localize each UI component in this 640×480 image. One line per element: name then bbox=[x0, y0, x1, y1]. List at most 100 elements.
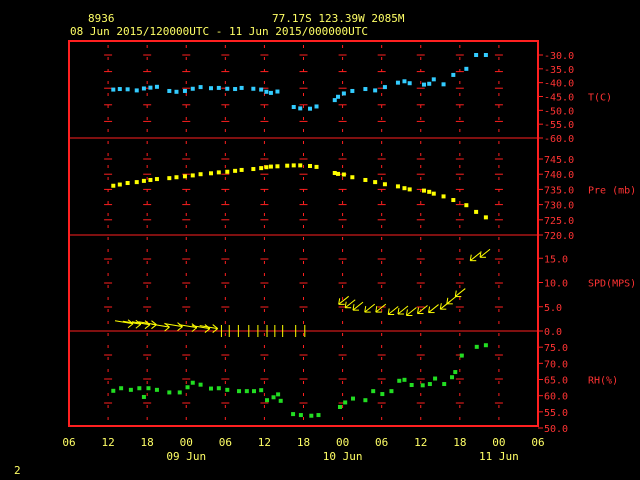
page-number: 2 bbox=[14, 464, 21, 477]
wind-barb bbox=[364, 306, 367, 313]
axis-tick-label: -35.0 bbox=[544, 65, 574, 76]
x-date-label: 11 Jun bbox=[479, 450, 519, 463]
data-point bbox=[148, 177, 153, 182]
axis-tick-label: 720.0 bbox=[544, 231, 574, 242]
data-point bbox=[309, 413, 314, 418]
panel-label: SPD(MPS) bbox=[588, 279, 636, 290]
wind-barb bbox=[114, 320, 134, 325]
data-point bbox=[154, 84, 159, 89]
x-tick-label: 06 bbox=[531, 436, 544, 449]
data-point bbox=[182, 88, 187, 93]
axis-tick-label: -30.0 bbox=[544, 51, 574, 62]
data-point bbox=[154, 387, 159, 392]
axis-tick-label: 55.0 bbox=[544, 408, 568, 419]
wind-barb bbox=[212, 328, 219, 333]
data-point bbox=[237, 389, 242, 394]
data-point bbox=[409, 382, 414, 387]
data-point bbox=[474, 209, 479, 214]
axis-tick-label: 65.0 bbox=[544, 376, 568, 387]
x-tick-label: 18 bbox=[453, 436, 466, 449]
data-point bbox=[275, 164, 280, 169]
data-point bbox=[264, 165, 269, 170]
data-point bbox=[350, 88, 355, 93]
data-point bbox=[336, 94, 341, 99]
wind-barb bbox=[446, 297, 449, 304]
data-point bbox=[332, 98, 337, 103]
data-point bbox=[464, 203, 469, 208]
data-point bbox=[276, 392, 281, 397]
axis-tick-label: 735.0 bbox=[544, 185, 574, 196]
data-point bbox=[141, 394, 146, 399]
data-point bbox=[190, 380, 195, 385]
data-point bbox=[251, 86, 256, 91]
x-tick-label: 12 bbox=[414, 436, 427, 449]
data-point bbox=[278, 398, 283, 403]
x-tick-label: 18 bbox=[297, 436, 310, 449]
data-point bbox=[239, 85, 244, 90]
x-axis-dates: 09 Jun 10 Jun 11 Jun bbox=[166, 450, 518, 463]
station-location: 77.17S 123.39W 2085M bbox=[272, 12, 405, 25]
axis-tick-label: 5.0 bbox=[544, 303, 562, 314]
data-point bbox=[308, 106, 313, 111]
wind-barb bbox=[428, 306, 431, 313]
data-point bbox=[351, 396, 356, 401]
data-point bbox=[198, 85, 203, 90]
data-point bbox=[341, 172, 346, 177]
data-point bbox=[483, 343, 488, 348]
wind-barb bbox=[151, 323, 170, 328]
data-point bbox=[154, 177, 159, 182]
data-point bbox=[395, 184, 400, 189]
data-point bbox=[128, 387, 133, 392]
data-point bbox=[209, 386, 214, 391]
data-point bbox=[407, 81, 412, 86]
data-point bbox=[453, 370, 458, 375]
wind-barb bbox=[212, 324, 219, 329]
axis-tick-label: 725.0 bbox=[544, 216, 574, 227]
wind-barb bbox=[375, 303, 387, 313]
wind-barb bbox=[397, 305, 409, 315]
wind-barb bbox=[469, 252, 481, 262]
data-point bbox=[343, 400, 348, 405]
wind-barb bbox=[428, 304, 439, 313]
data-point bbox=[134, 88, 139, 93]
data-point bbox=[332, 170, 337, 175]
data-point bbox=[431, 191, 436, 196]
wind-barb bbox=[164, 326, 170, 332]
data-point bbox=[427, 81, 432, 86]
data-point bbox=[382, 182, 387, 187]
axis-tick-label: 60.0 bbox=[544, 392, 568, 403]
data-point bbox=[441, 194, 446, 199]
wind-barb bbox=[344, 301, 347, 308]
data-point bbox=[483, 53, 488, 57]
x-tick-label: 06 bbox=[375, 436, 388, 449]
data-point bbox=[363, 87, 368, 92]
wind-barb bbox=[387, 308, 390, 315]
data-point bbox=[174, 89, 179, 94]
x-tick-label: 18 bbox=[141, 436, 154, 449]
axis-tick-label: -50.0 bbox=[544, 106, 574, 117]
data-point bbox=[225, 387, 230, 392]
data-point bbox=[239, 167, 244, 172]
data-point bbox=[483, 215, 488, 220]
data-point bbox=[225, 86, 230, 91]
wind-barb bbox=[199, 325, 218, 330]
data-point bbox=[464, 66, 469, 71]
data-point bbox=[451, 72, 456, 77]
wind-barb bbox=[177, 326, 183, 332]
wind-barb bbox=[352, 301, 364, 311]
data-point bbox=[265, 398, 270, 403]
wind-barb bbox=[344, 299, 356, 309]
axis-tick-label: 15.0 bbox=[544, 254, 568, 265]
axis-tick-label: 50.0 bbox=[544, 424, 568, 435]
data-point bbox=[264, 89, 269, 94]
axis-tick-label: 0.0 bbox=[544, 327, 562, 338]
data-point bbox=[198, 382, 203, 387]
data-point bbox=[427, 189, 432, 194]
station-id: 8936 bbox=[88, 12, 115, 25]
wind-barb bbox=[364, 303, 376, 313]
time-range: 08 Jun 2015/120000UTC - 11 Jun 2015/0000… bbox=[70, 25, 368, 38]
panel-label: RH(%) bbox=[588, 376, 618, 387]
wind-barb bbox=[406, 307, 417, 316]
data-series bbox=[69, 53, 538, 418]
